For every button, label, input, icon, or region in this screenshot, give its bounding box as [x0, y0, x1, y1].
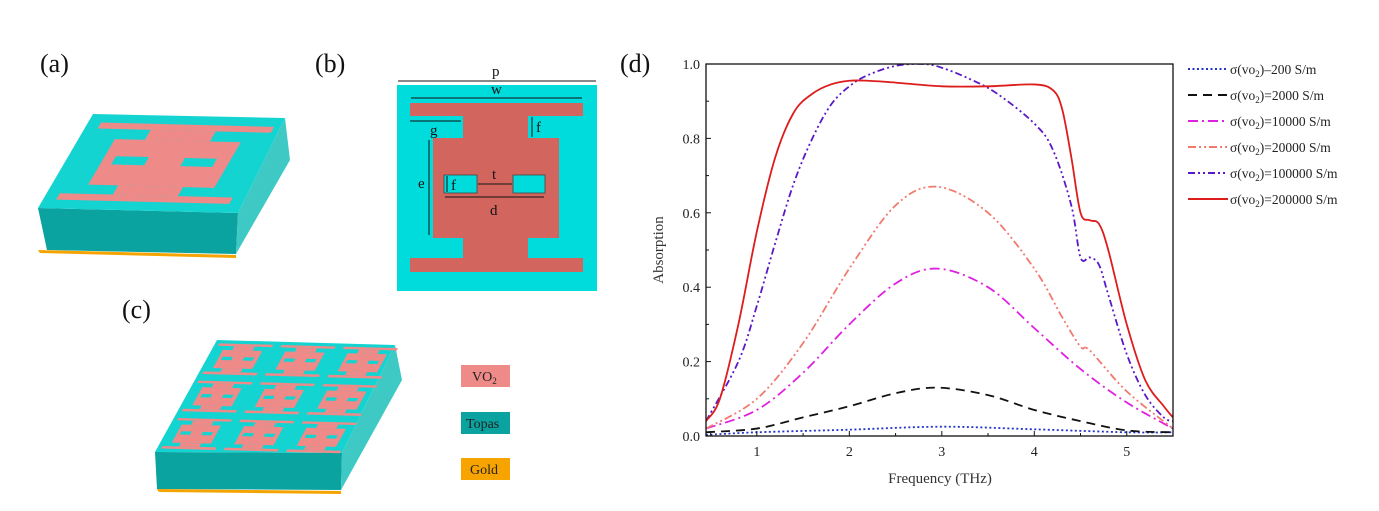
x-tick-label: 3	[938, 445, 945, 460]
x-tick-label: 4	[1031, 445, 1038, 460]
series-line-1	[706, 386, 1173, 434]
dim-g: g	[430, 123, 438, 139]
unit-cell-top-view: p w g f e f t d	[397, 64, 597, 291]
swatch-vo2	[461, 365, 510, 387]
dim-d: d	[490, 203, 498, 219]
material-topas: Topas	[466, 417, 499, 432]
y-tick-label: 0.8	[683, 132, 701, 147]
legend-label-4: σ(vo2)=100000 S/m	[1230, 166, 1338, 183]
x-tick-label: 1	[753, 445, 760, 460]
absorption-chart: 1 2 3 4 50.00.20.40.60.81.0 Frequency (THz) …	[651, 58, 1338, 487]
y-tick-label: 0.0	[683, 430, 701, 445]
dim-p: p	[492, 64, 500, 80]
panel-label-b: (b)	[315, 49, 345, 78]
swatch-topas	[461, 412, 510, 434]
dim-w: w	[491, 82, 502, 98]
y-tick-label: 0.4	[683, 281, 701, 296]
y-tick-label: 0.6	[683, 207, 701, 222]
panel-label-d: (d)	[620, 49, 650, 78]
legend-label-1: σ(vo2)=2000 S/m	[1230, 88, 1325, 105]
y-tick-label: 1.0	[683, 58, 701, 73]
swatch-gold	[461, 458, 510, 480]
series-line-2	[706, 267, 1173, 430]
material-legend: VO2 Topas Gold	[461, 365, 510, 480]
unit-cell-3d	[38, 114, 290, 258]
array-3d	[155, 340, 402, 494]
dim-e: e	[418, 176, 425, 192]
x-tick-label: 2	[846, 445, 853, 460]
y-axis-label: Absorption	[651, 216, 667, 284]
y-tick-label: 0.2	[683, 356, 701, 371]
series-line-3	[706, 185, 1173, 430]
panel-label-c: (c)	[122, 295, 151, 324]
series-line-0	[706, 425, 1173, 436]
dim-f-top: f	[536, 120, 541, 136]
panel-label-a: (a)	[40, 49, 69, 78]
legend-label-0: σ(vo2)–200 S/m	[1230, 62, 1317, 79]
x-axis-label: Frequency (THz)	[888, 471, 992, 487]
series-line-5	[706, 79, 1173, 422]
series-line-4	[706, 64, 1173, 422]
dim-t: t	[492, 167, 497, 183]
legend-label-2: σ(vo2)=10000 S/m	[1230, 114, 1331, 131]
x-tick-label: 5	[1123, 445, 1130, 460]
legend-label-5: σ(vo2)=200000 S/m	[1230, 192, 1338, 209]
dim-f-hole: f	[451, 178, 456, 194]
chart-legend: σ(vo2)–200 S/m σ(vo2)=2000 S/m σ(vo2)=1000…	[1188, 62, 1338, 209]
material-vo2: VO2	[472, 370, 497, 386]
legend-label-3: σ(vo2)=20000 S/m	[1230, 140, 1331, 157]
material-gold: Gold	[470, 463, 498, 478]
